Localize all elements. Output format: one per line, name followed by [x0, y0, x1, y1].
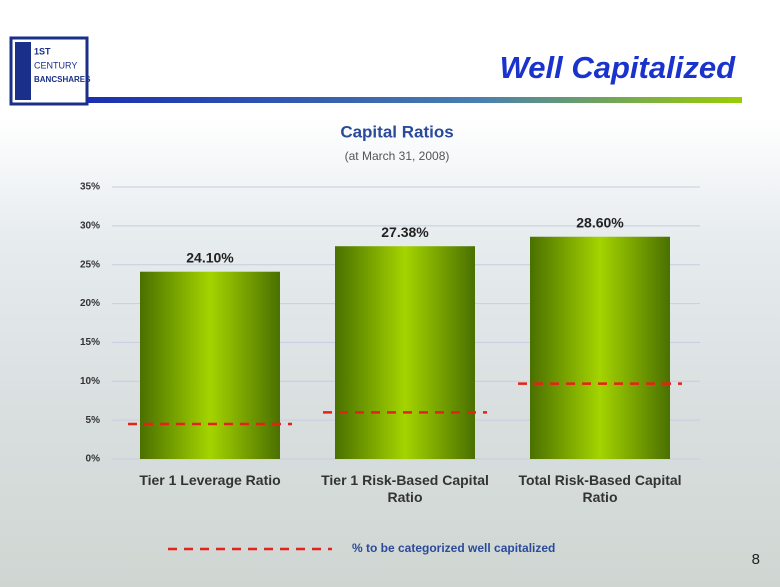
y-tick-label: 20%	[80, 298, 100, 309]
y-tick-label: 0%	[86, 454, 101, 465]
bar	[335, 246, 475, 459]
x-tick-label: Tier 1 Leverage Ratio	[139, 472, 281, 488]
chart-subtitle: (at March 31, 2008)	[345, 149, 450, 163]
logo-bar	[15, 42, 31, 100]
y-tick-label: 5%	[86, 415, 101, 426]
y-tick-label: 15%	[80, 337, 100, 348]
legend-label: % to be categorized well capitalized	[352, 541, 555, 555]
value-label: 28.60%	[576, 214, 624, 230]
x-tick-label: Total Risk-Based Capital Ratio	[518, 472, 682, 505]
y-tick-label: 10%	[80, 376, 100, 387]
bar	[530, 236, 670, 459]
logo-text: 1ST	[34, 46, 51, 56]
value-label: 24.10%	[186, 249, 234, 265]
y-tick-label: 30%	[80, 220, 100, 231]
logo-text: BANCSHARES	[34, 75, 91, 84]
y-tick-label: 25%	[80, 259, 100, 270]
bar	[140, 271, 280, 459]
value-label: 27.38%	[381, 224, 429, 240]
logo-text: CENTURY	[34, 60, 77, 70]
page-number: 8	[752, 551, 760, 568]
chart-title: Capital Ratios	[340, 122, 453, 141]
header-rule	[88, 97, 742, 103]
y-tick-label: 35%	[80, 182, 100, 193]
heading: Well Capitalized	[500, 50, 736, 85]
x-tick-label: Tier 1 Risk-Based Capital Ratio	[321, 472, 489, 505]
